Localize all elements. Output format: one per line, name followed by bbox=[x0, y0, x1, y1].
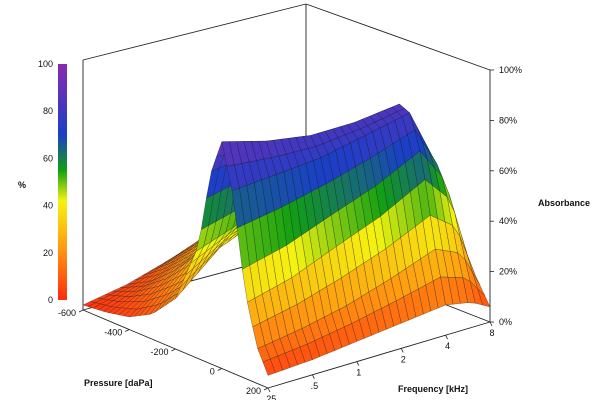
frequency-axis-ticks: .25 .5 1 2 4 8 bbox=[264, 321, 495, 400]
colorbar-label: % bbox=[18, 180, 26, 190]
frequency-tick-label: .5 bbox=[311, 381, 319, 391]
colorbar: 0 20 40 60 80 100 % bbox=[18, 59, 67, 305]
pressure-tick-label: -200 bbox=[150, 347, 168, 357]
colorbar-gradient-bar bbox=[58, 64, 67, 300]
pressure-tick-label: 0 bbox=[210, 367, 215, 377]
frequency-tick-label: .25 bbox=[264, 394, 277, 400]
colorbar-tick-label: 0 bbox=[48, 295, 53, 305]
frame-top-right-edge bbox=[305, 3, 491, 71]
absorbance-tick-label: 100% bbox=[499, 65, 522, 75]
frequency-tick-mark bbox=[267, 387, 271, 393]
frequency-tick-label: 4 bbox=[445, 341, 450, 351]
pressure-axis-title: Pressure [daPa] bbox=[84, 378, 153, 388]
frequency-tick-label: 8 bbox=[489, 328, 494, 338]
frequency-tick-mark bbox=[312, 374, 315, 379]
pressure-tick-label: 200 bbox=[246, 386, 261, 396]
colorbar-tick-label: 100 bbox=[38, 59, 53, 69]
absorbance-tick-label: 20% bbox=[499, 267, 517, 277]
absorbance-tick-label: 40% bbox=[499, 216, 517, 226]
frequency-axis-title: Frequency [kHz] bbox=[398, 384, 468, 394]
absorbance-surface bbox=[82, 103, 491, 376]
absorbance-axis-title: Absorbance bbox=[538, 198, 590, 208]
absorbance-axis-ticks: 0% 20% 40% 60% 80% 100% bbox=[490, 65, 522, 327]
frequency-tick-mark bbox=[445, 335, 448, 340]
colorbar-tick-label: 80 bbox=[43, 106, 53, 116]
colorbar-tick-label: 60 bbox=[43, 153, 53, 163]
surface-cell bbox=[262, 358, 276, 376]
frequency-tick-label: 2 bbox=[401, 354, 406, 364]
pressure-tick-mark bbox=[263, 387, 269, 391]
colorbar-ticks: 0 20 40 60 80 100 bbox=[38, 59, 53, 305]
frequency-tick-mark bbox=[356, 361, 360, 366]
colorbar-tick-label: 20 bbox=[43, 248, 53, 258]
pressure-tick-label: -600 bbox=[58, 308, 76, 318]
pressure-axis-ticks: -600 -400 -200 0 200 bbox=[58, 308, 269, 396]
pressure-tick-mark bbox=[78, 309, 84, 313]
absorbance-tick-label: 60% bbox=[499, 166, 517, 176]
colorbar-tick-label: 40 bbox=[43, 201, 53, 211]
pressure-tick-label: -400 bbox=[104, 328, 122, 338]
absorbance-tick-label: 0% bbox=[499, 317, 512, 327]
pressure-tick-mark bbox=[171, 348, 176, 352]
frequency-axis-line bbox=[267, 321, 491, 389]
pressure-tick-mark bbox=[217, 368, 222, 371]
frequency-tick-label: 1 bbox=[356, 368, 361, 378]
frame-top-left-edge bbox=[82, 3, 307, 61]
pressure-tick-mark bbox=[125, 329, 130, 332]
frequency-tick-mark bbox=[400, 348, 404, 353]
absorbance-tick-label: 80% bbox=[499, 115, 517, 125]
frequency-tick-mark bbox=[489, 321, 493, 327]
